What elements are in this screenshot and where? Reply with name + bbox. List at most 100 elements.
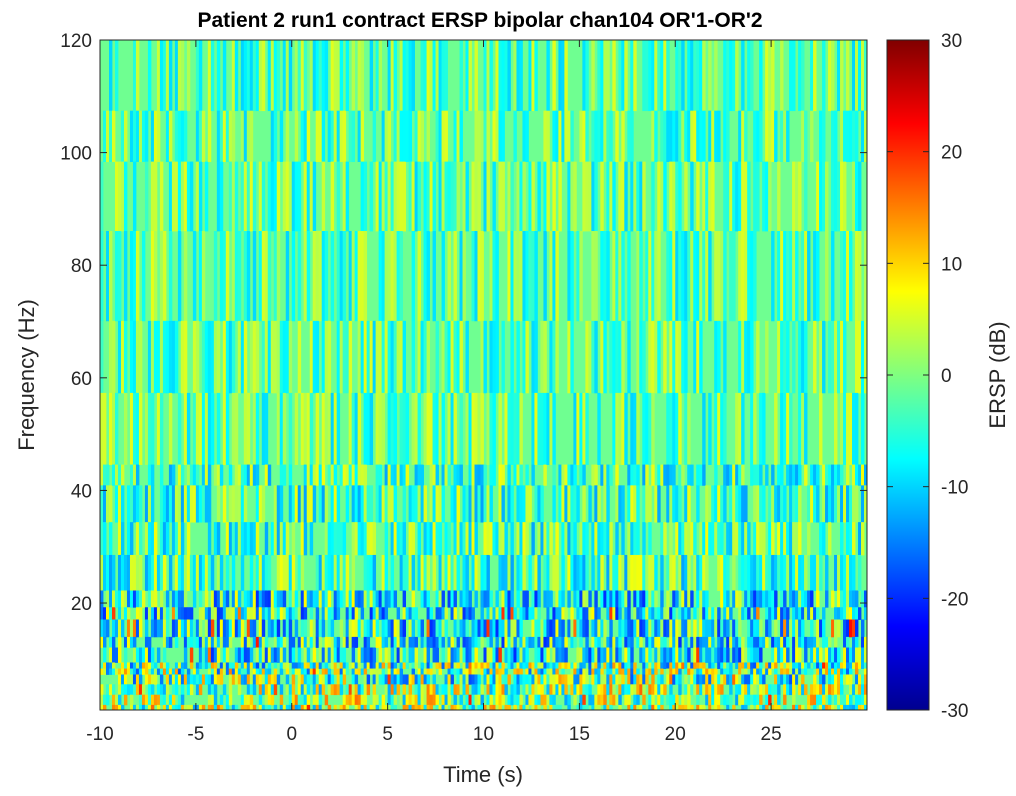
- heatmap-cell: [825, 590, 829, 608]
- heatmap-cell: [603, 522, 607, 556]
- heatmap-cell: [798, 704, 802, 710]
- heatmap-cell: [267, 619, 272, 638]
- heatmap-cell: [504, 674, 508, 685]
- heatmap-cell: [546, 522, 550, 556]
- heatmap-cell: [453, 554, 457, 591]
- heatmap-cell: [267, 647, 272, 663]
- heatmap-cell: [759, 554, 763, 591]
- heatmap-cell: [801, 554, 805, 591]
- heatmap-cell: [285, 40, 290, 112]
- heatmap-cell: [210, 320, 215, 394]
- heatmap-cell: [708, 231, 712, 322]
- heatmap-cell: [531, 662, 535, 669]
- heatmap-cell: [636, 607, 640, 620]
- heatmap-cell: [240, 110, 245, 163]
- heatmap-cell: [183, 647, 188, 663]
- heatmap-cell: [534, 636, 538, 648]
- heatmap-cell: [315, 668, 320, 675]
- heatmap-cell: [159, 40, 164, 112]
- heatmap-cell: [144, 607, 149, 620]
- heatmap-cell: [336, 684, 341, 696]
- heatmap-cell: [753, 684, 757, 696]
- heatmap-cell: [531, 392, 535, 465]
- heatmap-cell: [711, 110, 715, 163]
- heatmap-cell: [501, 668, 505, 675]
- heatmap-cell: [327, 668, 332, 675]
- heatmap-cell: [669, 607, 673, 620]
- heatmap-cell: [621, 662, 625, 669]
- heatmap-cell: [813, 694, 817, 706]
- heatmap-cell: [132, 619, 137, 638]
- heatmap-cell: [738, 320, 742, 394]
- heatmap-cell: [123, 636, 128, 648]
- heatmap-cell: [780, 647, 784, 663]
- heatmap-cell: [600, 647, 604, 663]
- heatmap-cell: [531, 522, 535, 556]
- heatmap-cell: [678, 392, 682, 465]
- heatmap-cell: [864, 662, 867, 669]
- heatmap-cell: [690, 662, 694, 669]
- heatmap-cell: [816, 485, 820, 523]
- heatmap-cell: [582, 590, 586, 608]
- heatmap-cell: [117, 464, 122, 486]
- heatmap-cell: [432, 619, 436, 638]
- heatmap-cell: [660, 522, 664, 556]
- heatmap-cell: [183, 619, 188, 638]
- heatmap-cell: [513, 392, 517, 465]
- heatmap-cell: [291, 231, 296, 322]
- heatmap-cell: [831, 231, 835, 322]
- heatmap-cell: [756, 674, 760, 685]
- heatmap-cell: [603, 231, 607, 322]
- heatmap-cell: [207, 607, 212, 620]
- heatmap-cell: [120, 554, 125, 591]
- heatmap-cell: [237, 590, 242, 608]
- heatmap-cell: [306, 464, 311, 486]
- heatmap-cell: [537, 662, 541, 669]
- heatmap-cell: [861, 694, 865, 706]
- heatmap-cell: [855, 704, 859, 710]
- heatmap-cell: [138, 522, 143, 556]
- heatmap-cell: [330, 40, 335, 112]
- heatmap-cell: [219, 110, 224, 163]
- heatmap-cell: [627, 619, 631, 638]
- heatmap-cell: [597, 40, 601, 112]
- heatmap-cell: [339, 674, 344, 685]
- heatmap-cell: [852, 464, 856, 486]
- heatmap-cell: [396, 647, 401, 663]
- heatmap-cell: [405, 694, 409, 706]
- heatmap-cell: [270, 590, 275, 608]
- heatmap-cell: [849, 590, 853, 608]
- heatmap-cell: [669, 674, 673, 685]
- heatmap-cell: [216, 619, 221, 638]
- heatmap-cell: [228, 694, 233, 706]
- heatmap-cell: [543, 161, 547, 232]
- heatmap-cell: [528, 554, 532, 591]
- heatmap-cell: [567, 161, 571, 232]
- heatmap-cell: [510, 607, 514, 620]
- heatmap-cell: [192, 668, 197, 675]
- heatmap-cell: [555, 704, 559, 710]
- heatmap-cell: [429, 704, 433, 710]
- heatmap-cell: [177, 161, 182, 232]
- heatmap-cell: [366, 554, 371, 591]
- heatmap-cell: [288, 464, 293, 486]
- heatmap-cell: [276, 485, 281, 523]
- heatmap-cell: [672, 464, 676, 486]
- heatmap-cell: [519, 485, 523, 523]
- heatmap-cell: [615, 485, 619, 523]
- heatmap-cell: [396, 161, 401, 232]
- heatmap-cell: [672, 161, 676, 232]
- heatmap-cell: [513, 674, 517, 685]
- heatmap-cell: [315, 554, 320, 591]
- heatmap-cell: [738, 554, 742, 591]
- heatmap-cell: [489, 485, 493, 523]
- heatmap-cell: [789, 554, 793, 591]
- heatmap-cell: [807, 668, 811, 675]
- heatmap-cell: [387, 662, 392, 669]
- heatmap-cell: [777, 607, 781, 620]
- heatmap-cell: [105, 694, 110, 706]
- heatmap-cell: [399, 522, 404, 556]
- heatmap-cell: [531, 464, 535, 486]
- heatmap-cell: [156, 694, 161, 706]
- heatmap-cell: [591, 40, 595, 112]
